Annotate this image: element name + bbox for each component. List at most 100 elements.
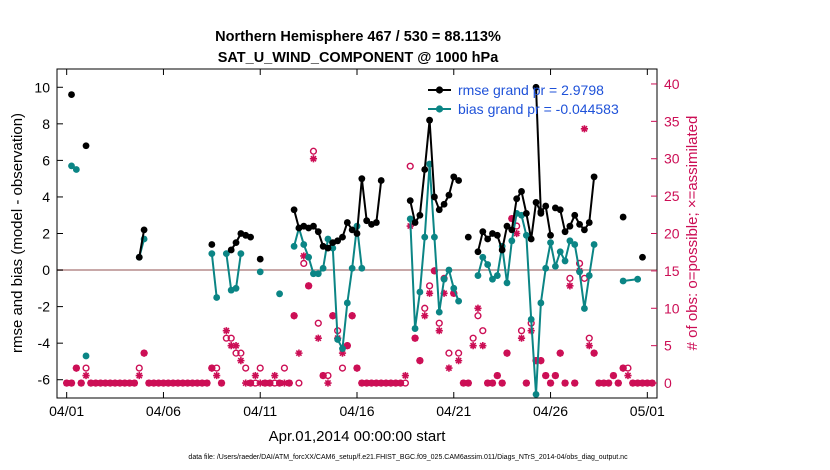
- legend-label-rmse: rmse grand pr = 2.9798: [458, 82, 604, 98]
- rmse-point: [508, 226, 516, 234]
- y-tick-label-right: 25: [664, 188, 680, 204]
- assimilated-obs-point: [455, 357, 463, 365]
- rmse-point: [445, 191, 453, 199]
- possible-obs-point: [474, 312, 482, 320]
- bias-point: [581, 305, 588, 312]
- possible-obs-point: [135, 364, 143, 372]
- rmse-point: [353, 230, 361, 237]
- assimilated-obs-point: [624, 371, 632, 380]
- rmse-point: [619, 213, 627, 221]
- assimilated-obs-point: [329, 312, 337, 320]
- bias-point: [440, 275, 448, 283]
- bias-point: [445, 266, 453, 274]
- bias-point: [324, 235, 332, 243]
- assimilated-obs-point: [208, 364, 216, 372]
- y-tick-label: 10: [34, 79, 50, 95]
- assimilated-obs-point: [629, 379, 637, 387]
- rmse-point: [372, 219, 380, 226]
- assimilated-obs-point: [459, 379, 468, 387]
- assimilated-obs-point: [309, 155, 318, 163]
- rmse-point: [421, 166, 429, 173]
- bias-point: [484, 261, 492, 268]
- rmse-line: [138, 229, 146, 258]
- rmse-point: [324, 244, 332, 252]
- assimilated-obs-point: [295, 349, 303, 357]
- bias-point: [290, 242, 298, 250]
- y-tick-label-right: 10: [664, 300, 680, 316]
- assimilated-obs-point: [87, 379, 95, 387]
- possible-obs-point: [237, 349, 245, 357]
- rmse-point: [590, 173, 598, 181]
- rmse-point: [343, 219, 351, 226]
- bias-point: [310, 270, 317, 278]
- bias-point: [450, 284, 458, 292]
- obs-count-layer: [63, 125, 656, 387]
- bias-point: [406, 215, 414, 223]
- assimilated-obs-point: [595, 379, 603, 387]
- bias-point: [358, 264, 366, 272]
- y-tick-label-right: 20: [664, 226, 680, 242]
- assimilated-obs-point: [634, 379, 642, 387]
- assimilated-obs-point: [242, 379, 250, 387]
- bias-point: [305, 253, 313, 261]
- y-tick-label: 4: [42, 189, 50, 205]
- rmse-point: [556, 206, 564, 214]
- assimilated-obs-point: [605, 379, 613, 387]
- bias-point: [82, 352, 90, 360]
- assimilated-obs-point: [290, 312, 298, 320]
- possible-obs-point: [256, 364, 264, 372]
- bias-point: [508, 237, 516, 245]
- bias-point: [634, 275, 642, 283]
- bias-point: [232, 284, 240, 292]
- assimilated-obs-point: [353, 364, 361, 372]
- bias-point: [590, 241, 598, 248]
- x-tick-label: 04/21: [436, 403, 471, 419]
- assimilated-obs-point: [72, 364, 80, 372]
- bias-point: [222, 250, 230, 258]
- assimilated-obs-point: [305, 282, 313, 290]
- legend-label-bias: bias grand pr = -0.044583: [458, 101, 619, 117]
- assimilated-obs-point: [63, 379, 71, 387]
- bias-point: [619, 277, 627, 285]
- rmse-point: [290, 206, 298, 214]
- rmse-point: [208, 241, 216, 248]
- rmse-point: [416, 211, 424, 219]
- bias-point: [537, 299, 545, 307]
- assimilated-obs-point: [571, 379, 579, 387]
- rmse-point: [411, 219, 419, 226]
- assimilated-obs-point: [377, 379, 385, 387]
- assimilated-obs-point: [135, 371, 143, 380]
- assimilated-obs-point: [271, 371, 279, 380]
- bias-point: [68, 162, 75, 170]
- bias-point: [416, 288, 424, 296]
- assimilated-obs-point: [193, 379, 201, 387]
- assimilated-obs-point: [314, 334, 322, 342]
- assimilated-obs-point: [256, 379, 264, 387]
- possible-obs-point: [300, 259, 308, 268]
- assimilated-obs-point: [101, 379, 109, 387]
- assimilated-obs-point: [261, 379, 269, 387]
- assimilated-obs-point: [130, 379, 139, 387]
- bias-point: [547, 239, 554, 247]
- possible-obs-point: [338, 364, 347, 372]
- tick-layer: 04/01 04/06 04/11 04/16 04/21 04/26 05/01 -6 -4 -…: [34, 69, 680, 419]
- assimilated-obs-point: [96, 379, 105, 387]
- rmse-point: [426, 116, 433, 124]
- possible-obs-point: [455, 349, 463, 357]
- rmse-point: [527, 235, 535, 243]
- bias-point: [556, 248, 564, 256]
- bias-line: [210, 253, 218, 298]
- assimilated-obs-point: [590, 349, 598, 357]
- bias-point: [431, 233, 438, 241]
- possible-obs-point: [295, 379, 303, 387]
- bias-point: [585, 272, 593, 279]
- x-tick-label: 04/11: [243, 403, 277, 419]
- rmse-point: [566, 222, 574, 230]
- possible-obs-point: [580, 274, 589, 282]
- bias-point: [343, 299, 351, 307]
- assimilated-obs-point: [227, 342, 235, 350]
- y-axis-label-right: # of obs: o=possible; ×=assimilated: [684, 116, 701, 351]
- assimilated-obs-point: [435, 327, 443, 335]
- assimilated-obs-point: [440, 289, 448, 297]
- bias-point: [542, 264, 550, 272]
